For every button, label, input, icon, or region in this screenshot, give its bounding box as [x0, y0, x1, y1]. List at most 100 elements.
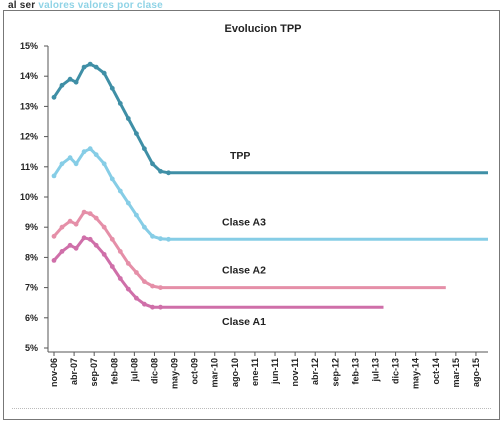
data-point	[125, 286, 131, 292]
data-point	[101, 224, 107, 230]
data-point	[81, 209, 87, 215]
data-point	[93, 242, 99, 248]
x-tick-label: mar-10	[210, 358, 220, 388]
data-point	[125, 261, 131, 266]
data-point	[142, 146, 147, 152]
y-tick-label: 15%	[20, 41, 38, 51]
data-point	[67, 242, 73, 248]
data-point	[158, 168, 163, 174]
data-point	[59, 82, 65, 88]
x-tick-label: sep-12	[330, 358, 340, 387]
data-point	[51, 258, 57, 263]
data-point	[142, 224, 147, 230]
data-point	[166, 170, 171, 176]
x-tick-label: nov-06	[49, 358, 59, 387]
data-point	[51, 233, 57, 239]
bottom-dotted-rule	[12, 408, 491, 412]
x-tick-label: abr-12	[310, 358, 320, 385]
data-point	[59, 161, 65, 167]
data-point	[150, 304, 155, 310]
x-tick-label: jun-11	[270, 358, 280, 385]
data-point	[142, 279, 147, 284]
data-point	[109, 176, 115, 182]
data-point	[51, 94, 57, 100]
y-tick-label: 5%	[25, 343, 38, 353]
data-point	[134, 212, 139, 218]
data-point	[87, 61, 93, 67]
x-tick-label: jul-13	[370, 358, 380, 383]
x-tick-label: may-14	[411, 358, 421, 389]
header-accent: valores valores	[38, 0, 115, 11]
series-line-clase-a3	[52, 147, 488, 241]
y-tick-label: 11%	[20, 162, 38, 172]
data-point	[142, 301, 147, 307]
x-tick-label: sep-07	[89, 358, 99, 387]
series-annotations: TPP Clase A3 Clase A2 Clase A1	[222, 150, 266, 328]
data-point	[51, 173, 57, 179]
data-point	[158, 236, 163, 242]
data-point	[81, 64, 87, 70]
series-line-clase-a2	[52, 210, 446, 290]
data-point	[67, 218, 73, 224]
data-point	[158, 304, 163, 310]
header-strip: al ser valores valores por clase	[8, 0, 163, 11]
series-line-tpp	[52, 62, 488, 175]
y-tick-label: 13%	[20, 101, 38, 111]
data-point	[87, 146, 93, 152]
data-point	[109, 85, 115, 91]
data-point	[134, 270, 139, 275]
x-tick-label: may-09	[170, 358, 180, 389]
data-point	[125, 116, 131, 121]
data-point	[93, 64, 99, 70]
series-lines	[51, 61, 488, 310]
data-point	[87, 236, 93, 242]
x-tick-labels: nov-06 abr-07 sep-07 feb-08 jul-08 dic-08 may-…	[49, 352, 481, 389]
data-point	[125, 200, 131, 206]
data-point	[73, 221, 79, 227]
data-point	[73, 161, 79, 167]
x-tick-label: oct-14	[431, 358, 441, 385]
data-point	[101, 70, 107, 76]
y-tick-label: 10%	[20, 192, 38, 202]
series-annotation: Clase A2	[222, 265, 266, 277]
header-accent-2: por clase	[117, 0, 163, 11]
data-point	[59, 224, 65, 230]
data-point	[59, 249, 65, 254]
data-point	[117, 101, 123, 106]
data-point	[67, 155, 73, 161]
x-tick-label: dic-08	[149, 358, 159, 384]
data-point	[109, 236, 115, 242]
y-tick-label: 8%	[25, 252, 38, 262]
x-tick-label: dic-13	[391, 358, 401, 384]
y-tick-label: 6%	[25, 313, 38, 323]
series-annotation: TPP	[230, 150, 250, 162]
y-tick-labels: 5% 6% 7% 8% 9% 10% 11% 12% 13% 14% 15%	[20, 41, 48, 353]
y-tick-label: 14%	[20, 71, 38, 81]
data-point	[101, 252, 107, 257]
data-point	[73, 79, 79, 85]
series-annotation: Clase A1	[222, 316, 266, 328]
header-lead: al ser	[8, 0, 36, 11]
x-tick-label: ago-15	[471, 358, 481, 387]
data-point	[81, 235, 87, 241]
data-point	[81, 149, 87, 155]
data-point	[134, 295, 139, 301]
data-point	[87, 211, 93, 217]
data-point	[67, 76, 73, 82]
x-tick-label: ene-11	[250, 358, 260, 386]
data-point	[109, 264, 115, 269]
x-tick-label: abr-07	[69, 358, 79, 385]
x-tick-label: nov-11	[290, 358, 300, 387]
data-point	[101, 161, 107, 167]
data-point	[166, 236, 171, 242]
y-tick-label: 9%	[25, 222, 38, 232]
y-tick-label: 12%	[20, 132, 38, 142]
x-tick-label: oct-09	[190, 358, 200, 385]
x-tick-label: feb-08	[109, 358, 119, 385]
series-line-clase-a1	[52, 236, 384, 309]
data-point	[150, 161, 155, 167]
data-point	[73, 245, 79, 251]
data-point	[93, 152, 99, 158]
data-point	[150, 233, 155, 239]
